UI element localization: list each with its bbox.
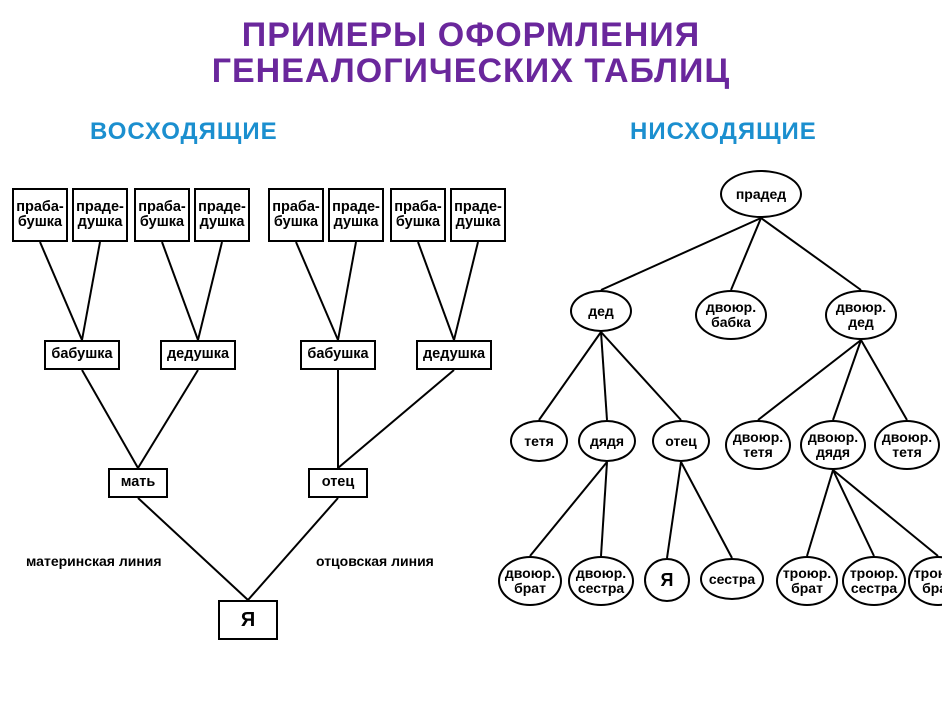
node-r2c: отец	[652, 420, 710, 462]
node-r2d: двоюр. тетя	[725, 420, 791, 470]
node-r0: прадед	[720, 170, 802, 218]
node-g3_7: праде- душка	[450, 188, 506, 242]
node-g2_2: бабушка	[300, 340, 376, 370]
node-g3_6: праба- бушка	[390, 188, 446, 242]
node-g2_3: дедушка	[416, 340, 492, 370]
node-r3d: сестра	[700, 558, 764, 600]
node-r2a: тетя	[510, 420, 568, 462]
node-r3f: троюр. сестра	[842, 556, 906, 606]
sub-left: ВОСХОДЯЩИЕ	[90, 118, 278, 146]
node-r2f: двоюр. тетя	[874, 420, 940, 470]
node-me: Я	[218, 600, 278, 640]
node-g1_0: мать	[108, 468, 168, 498]
node-g3_1: праде- душка	[72, 188, 128, 242]
node-g3_4: праба- бушка	[268, 188, 324, 242]
node-r3c: Я	[644, 558, 690, 602]
sub-right: НИСХОДЯЩИЕ	[630, 118, 817, 146]
node-r1a: дед	[570, 290, 632, 332]
label-pat: отцовская линия	[316, 553, 434, 569]
node-r3g: троюр. брат	[908, 556, 942, 606]
node-r3e: троюр. брат	[776, 556, 838, 606]
node-g2_0: бабушка	[44, 340, 120, 370]
node-r3a: двоюр. брат	[498, 556, 562, 606]
node-r3b: двоюр. сестра	[568, 556, 634, 606]
node-g3_5: праде- душка	[328, 188, 384, 242]
node-g1_1: отец	[308, 468, 368, 498]
page-title: ПРИМЕРЫ ОФОРМЛЕНИЯ ГЕНЕАЛОГИЧЕСКИХ ТАБЛИ…	[0, 0, 942, 89]
node-r1c: двоюр. дед	[825, 290, 897, 340]
label-mat: материнская линия	[26, 553, 162, 569]
node-r1b: двоюр. бабка	[695, 290, 767, 340]
node-r2e: двоюр. дядя	[800, 420, 866, 470]
node-g3_0: праба- бушка	[12, 188, 68, 242]
node-r2b: дядя	[578, 420, 636, 462]
node-g3_3: праде- душка	[194, 188, 250, 242]
node-g2_1: дедушка	[160, 340, 236, 370]
node-g3_2: праба- бушка	[134, 188, 190, 242]
